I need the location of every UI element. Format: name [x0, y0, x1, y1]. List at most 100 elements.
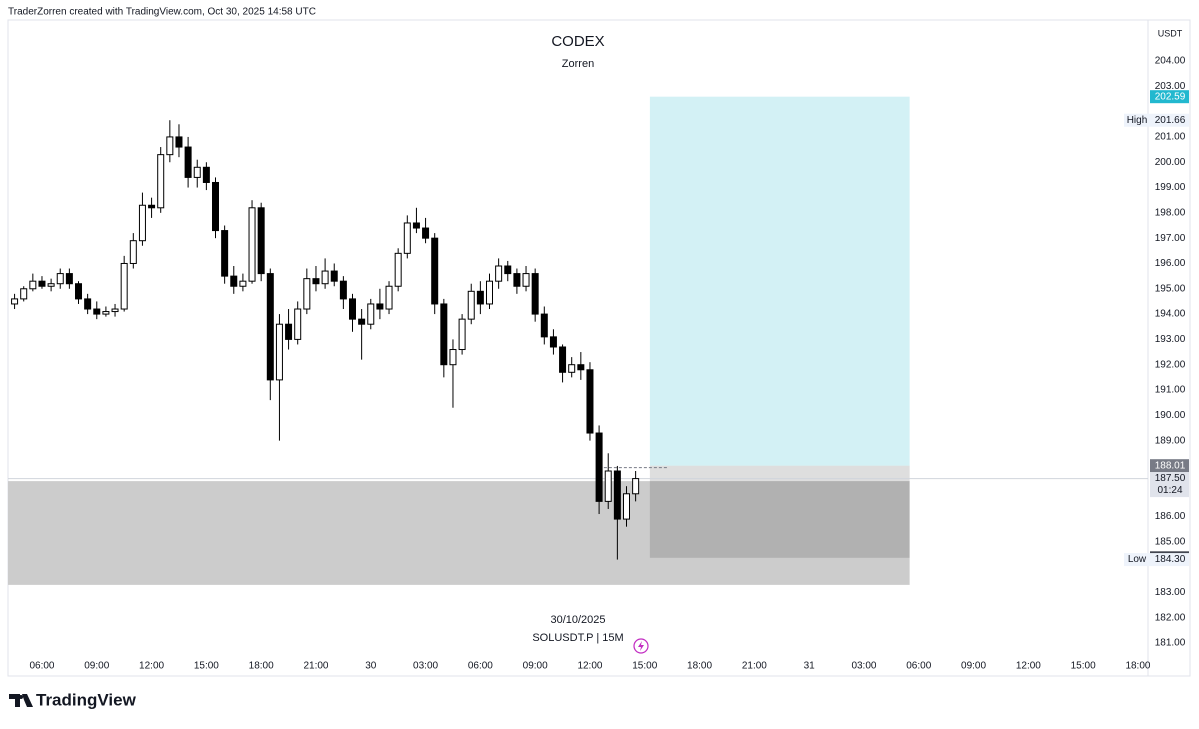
x-tick-label: 30 — [365, 661, 377, 672]
candle-body — [47, 283, 55, 287]
y-tick-label: 189.00 — [1155, 435, 1186, 446]
low-marker-bg — [1124, 553, 1189, 567]
candle-body — [75, 283, 83, 300]
candle-body — [29, 280, 37, 290]
x-tick-label: 03:00 — [851, 661, 876, 672]
y-tick-label: 203.00 — [1155, 81, 1186, 92]
x-tick-label: 06:00 — [468, 661, 493, 672]
x-tick-label: 21:00 — [303, 661, 328, 672]
candle-body — [632, 478, 640, 495]
candle-body — [339, 280, 347, 300]
countdown: 01:24 — [1157, 485, 1182, 496]
candle-body — [467, 290, 475, 320]
candle-body — [394, 252, 402, 287]
x-tick-label: 09:00 — [523, 661, 548, 672]
candle-body — [275, 323, 283, 381]
x-tick-label: 09:00 — [84, 661, 109, 672]
target-tag: 202.59 — [1155, 91, 1186, 102]
candle-body — [431, 237, 439, 305]
candle-body — [248, 207, 256, 282]
plot: 204.00 203.00 201.00 200.00 199.00 198.00 197.… — [8, 56, 1189, 672]
date-label: 30/10/2025 — [550, 614, 605, 626]
last-price-tag: 187.50 — [1155, 473, 1186, 484]
y-tick-label: 197.00 — [1155, 233, 1186, 244]
candle-body — [20, 288, 28, 300]
candle-body — [476, 290, 484, 305]
candle-body — [56, 273, 64, 285]
candle-body — [595, 432, 603, 502]
y-tick-label: 192.00 — [1155, 359, 1186, 370]
candle-body — [166, 136, 174, 156]
y-tick-label: 185.00 — [1155, 537, 1186, 548]
candle-body — [184, 146, 192, 178]
candle-body — [622, 493, 630, 520]
y-tick-label: 200.00 — [1155, 157, 1186, 168]
y-tick-label: 201.00 — [1155, 132, 1186, 143]
logo-text: TradingView — [36, 690, 137, 709]
x-tick-label: 06:00 — [29, 661, 54, 672]
x-tick-label: 18:00 — [687, 661, 712, 672]
y-tick-label: 204.00 — [1155, 56, 1186, 67]
y-tick-label: 198.00 — [1155, 207, 1186, 218]
y-tick-label: 196.00 — [1155, 258, 1186, 269]
last-price-bg — [1150, 472, 1189, 498]
candle-body — [312, 278, 320, 285]
candle-body — [495, 265, 503, 282]
candle-body — [175, 136, 183, 148]
high-marker-value: 201.66 — [1155, 115, 1186, 126]
target-area — [649, 96, 910, 466]
candle-body — [321, 270, 329, 285]
y-tick-label: 193.00 — [1155, 334, 1186, 345]
candle-body — [212, 181, 220, 232]
candle-body — [458, 318, 466, 351]
candle-body — [349, 298, 357, 320]
candle-body — [577, 364, 585, 371]
candle-body — [285, 323, 293, 340]
candle-body — [266, 273, 274, 381]
low-marker-value: 184.30 — [1155, 554, 1186, 565]
candle-body — [604, 470, 612, 502]
x-tick-label: 12:00 — [139, 661, 164, 672]
chart-title: CODEX — [551, 33, 604, 50]
candle-body — [93, 308, 101, 315]
candle-body — [522, 273, 530, 287]
x-tick-label: 12:00 — [577, 661, 602, 672]
candle-body — [412, 222, 420, 229]
x-tick-label: 18:00 — [249, 661, 274, 672]
high-marker-name: High — [1127, 115, 1148, 126]
candle-body — [111, 308, 119, 313]
candle-body — [422, 227, 430, 239]
x-tick-label: 09:00 — [961, 661, 986, 672]
candle-body — [540, 313, 548, 338]
candle-body — [586, 369, 594, 434]
x-tick-label: 21:00 — [742, 661, 767, 672]
candle-body — [11, 298, 19, 305]
chart-subtitle: Zorren — [562, 58, 594, 70]
candle-body — [440, 303, 448, 366]
candle-body — [129, 240, 137, 264]
currency: USDT — [1158, 28, 1183, 38]
y-tick-label: 195.00 — [1155, 283, 1186, 294]
candle-body — [385, 285, 393, 310]
candle-body — [568, 364, 576, 373]
attribution: TraderZorren created with TradingView.co… — [8, 7, 316, 18]
x-tick-label: 06:00 — [906, 661, 931, 672]
candle-body — [102, 311, 110, 315]
logo: TradingView — [9, 690, 137, 709]
candle-body — [504, 265, 512, 275]
candle-body — [221, 230, 229, 277]
candle-body — [84, 298, 92, 310]
candle-body — [257, 207, 265, 275]
entry-tag-bg — [1150, 459, 1189, 473]
y-tick-label: 194.00 — [1155, 309, 1186, 320]
x-tick-label: 03:00 — [413, 661, 438, 672]
candle-body — [148, 204, 156, 209]
target-tag-bg — [1150, 90, 1189, 104]
candle-body — [193, 166, 201, 178]
candle-body — [367, 303, 375, 325]
x-tick-label: 15:00 — [194, 661, 219, 672]
stop-area — [649, 465, 910, 558]
y-tick-label: 183.00 — [1155, 587, 1186, 598]
x-tick-label: 15:00 — [632, 661, 657, 672]
